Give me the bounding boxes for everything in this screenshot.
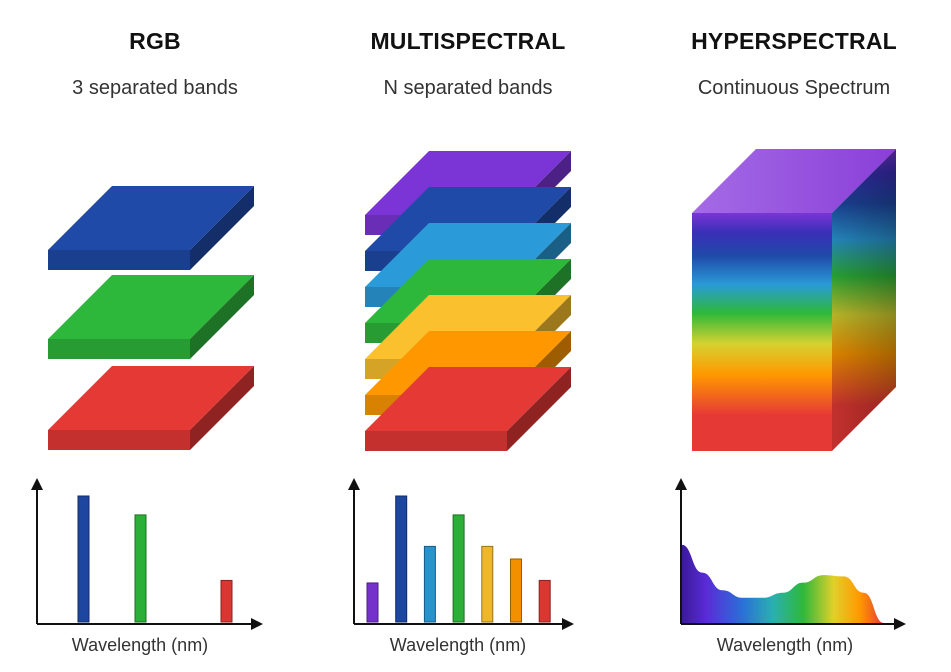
- rgb-band-stack: [48, 186, 254, 450]
- rgb-title: RGB: [129, 28, 181, 54]
- rgb-band-green-side: [190, 275, 254, 359]
- rgb-band-blue-side: [190, 186, 254, 270]
- rgb-band-red-top: [48, 366, 254, 430]
- multispectral-band-red-front: [365, 431, 507, 451]
- rgb-band-green-top: [48, 275, 254, 339]
- rgb-subtitle: 3 separated bands: [72, 77, 238, 99]
- multispectral-bar-blue: [395, 495, 408, 623]
- rgb-spectrum-bars: [77, 495, 233, 623]
- multispectral-bar-violet: [366, 582, 379, 623]
- multispectral-title: MULTISPECTRAL: [370, 28, 566, 54]
- rgb-band-blue-front: [48, 250, 190, 270]
- rgb-band-red-side: [190, 366, 254, 450]
- hyperspectral-cube: [692, 149, 896, 451]
- multispectral-band-stack: [365, 151, 571, 451]
- hyperspectral-subtitle: Continuous Spectrum: [697, 77, 891, 99]
- cube-front-face: [692, 213, 832, 451]
- multispectral-xlabel: Wavelength (nm): [389, 635, 527, 655]
- multispectral-spectrum-bars: [366, 495, 551, 623]
- multispectral-bar-green: [452, 514, 465, 623]
- multispectral-bar-red: [538, 579, 551, 623]
- hyperspectral-xlabel: Wavelength (nm): [716, 635, 854, 655]
- multispectral-band-red-side: [507, 367, 571, 451]
- hyperspectral-spectrum-area: [682, 544, 884, 623]
- rgb-bar-green: [134, 514, 147, 623]
- rgb-bar-red: [220, 579, 233, 623]
- rgb-axes: [31, 478, 263, 630]
- hyperspectral-title: HYPERSPECTRAL: [691, 28, 897, 54]
- cube-top-face: [692, 149, 896, 213]
- multispectral-band-red-top: [365, 367, 571, 431]
- rgb-band-blue-top: [48, 186, 254, 250]
- rgb-band-red-front: [48, 430, 190, 450]
- multispectral-bar-cyan: [423, 545, 436, 623]
- rgb-band-green-front: [48, 339, 190, 359]
- multispectral-bar-orange: [510, 558, 522, 623]
- hyperspectral-axes: [675, 478, 906, 630]
- rgb-xlabel: Wavelength (nm): [71, 635, 209, 655]
- multispectral-bar-yellow: [481, 545, 494, 623]
- multispectral-axes: [348, 478, 574, 630]
- multispectral-subtitle: N separated bands: [383, 77, 553, 99]
- rgb-bar-blue: [77, 495, 90, 623]
